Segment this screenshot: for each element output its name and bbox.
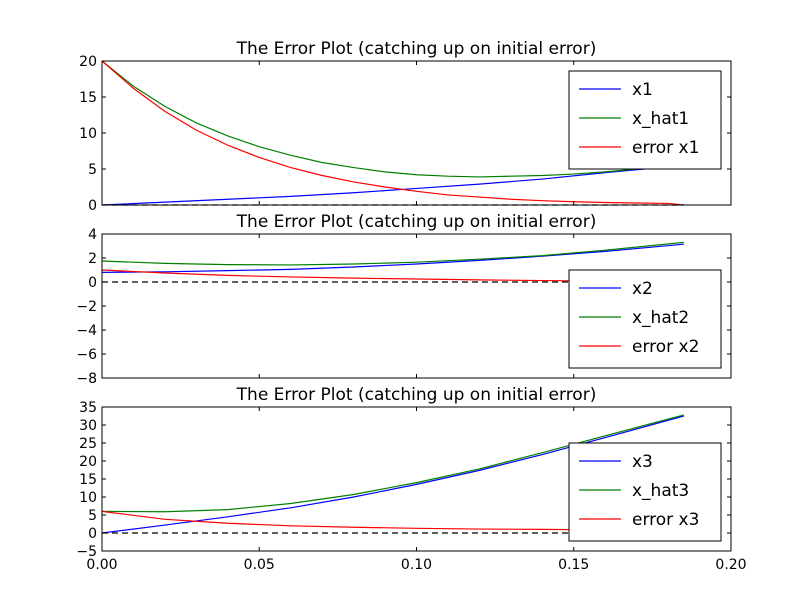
series-line-x1: [101, 164, 684, 206]
x-tick-label: 0.05: [244, 557, 275, 573]
x-tick-label: 0.10: [401, 557, 432, 573]
legend-label: x_hat3: [632, 481, 689, 501]
y-tick-label: 30: [79, 418, 97, 434]
y-tick-label: −8: [76, 371, 97, 387]
subplot-title: The Error Plot (catching up on initial e…: [236, 39, 597, 59]
y-tick-label: −2: [76, 299, 97, 315]
subplot-2: The Error Plot (catching up on initial e…: [76, 212, 732, 387]
y-tick-label: 10: [79, 126, 97, 142]
subplot-title: The Error Plot (catching up on initial e…: [236, 212, 597, 232]
series-line-x_hat2: [101, 241, 684, 266]
legend-label: error x2: [632, 337, 699, 357]
series-line-error-x1: [101, 60, 684, 206]
y-tick-label: 20: [79, 454, 97, 470]
subplot-title: The Error Plot (catching up on initial e…: [236, 385, 597, 405]
legend-label: error x1: [632, 138, 699, 158]
y-tick-label: 0: [88, 526, 97, 542]
y-tick-label: −6: [76, 347, 97, 363]
subplot-3: The Error Plot (catching up on initial e…: [76, 385, 746, 573]
legend-label: x_hat1: [632, 109, 689, 129]
legend-box: [568, 269, 722, 369]
legend-box: [568, 70, 722, 170]
y-tick-label: 10: [79, 490, 97, 506]
y-tick-label: 35: [79, 400, 97, 416]
y-tick-label: 20: [79, 54, 97, 70]
y-tick-label: 25: [79, 436, 97, 452]
legend-label: error x3: [632, 510, 699, 530]
legend-label: x_hat2: [632, 308, 689, 328]
x-tick-label: 0.20: [715, 557, 746, 573]
y-tick-label: 5: [88, 508, 97, 524]
legend-label: x3: [632, 452, 653, 472]
legend-label: x2: [632, 279, 653, 299]
y-tick-label: 15: [79, 90, 97, 106]
legend-label: x1: [632, 80, 653, 100]
legend-box: [568, 442, 722, 542]
x-tick-label: 0.00: [86, 557, 117, 573]
y-tick-label: 15: [79, 472, 97, 488]
y-tick-label: −5: [76, 544, 97, 560]
y-tick-label: 4: [88, 227, 97, 243]
x-tick-label: 0.15: [558, 557, 589, 573]
y-tick-label: 5: [88, 162, 97, 178]
y-tick-label: 2: [88, 251, 97, 267]
series-line-x_hat1: [101, 60, 684, 178]
y-tick-label: −4: [76, 323, 97, 339]
subplot-1: The Error Plot (catching up on initial e…: [79, 39, 732, 214]
y-tick-label: 0: [88, 275, 97, 291]
series-line-x2: [101, 243, 684, 273]
y-tick-label: 0: [88, 198, 97, 214]
